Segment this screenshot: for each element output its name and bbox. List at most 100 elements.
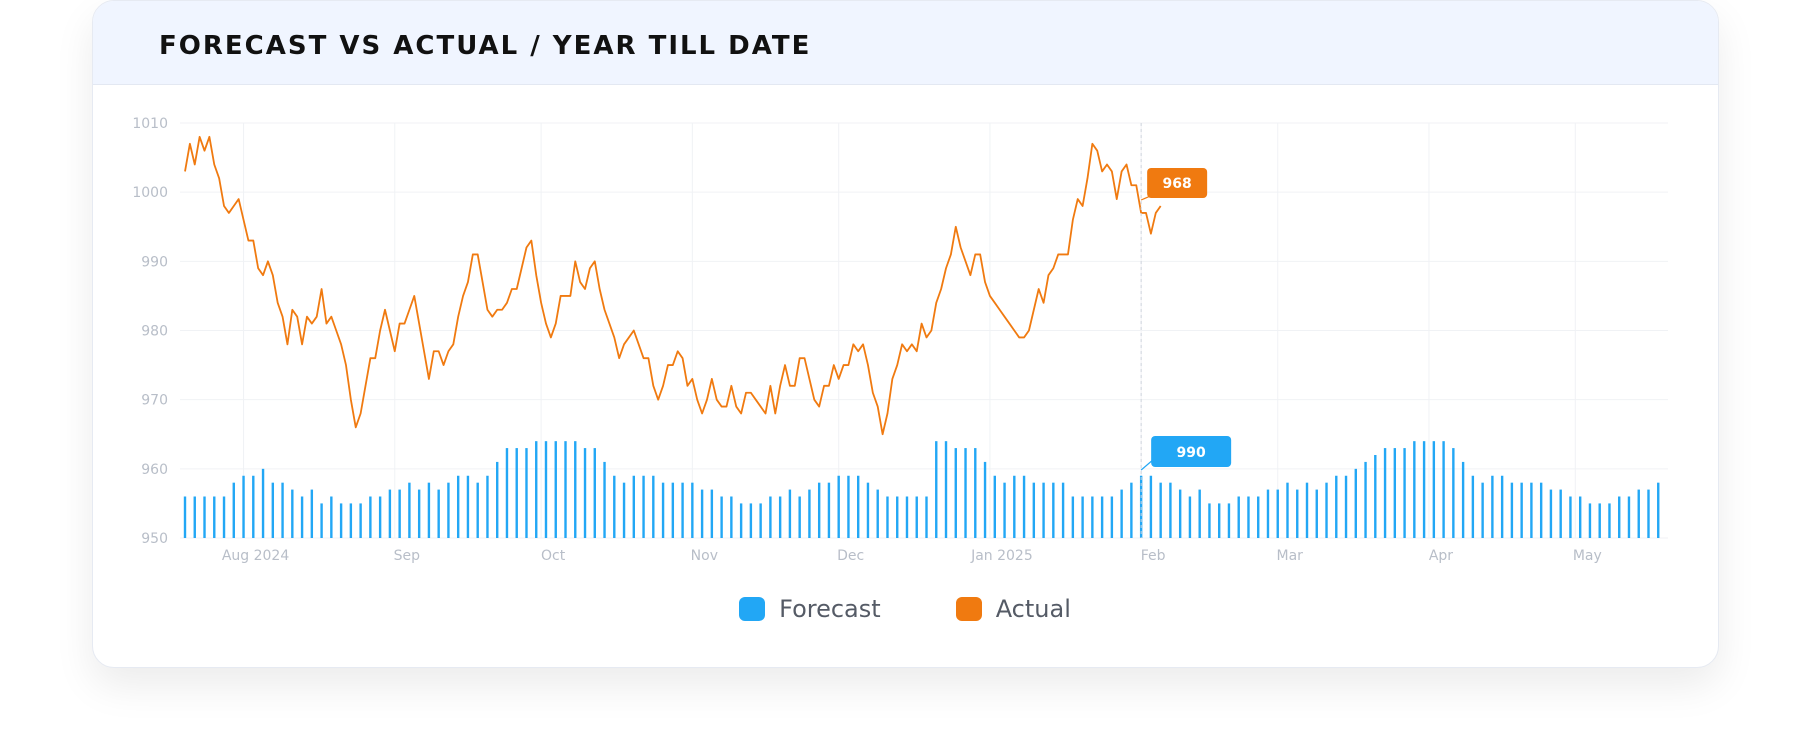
forecast-bar xyxy=(1247,496,1250,538)
forecast-bar xyxy=(925,496,928,538)
actual-swatch xyxy=(955,597,982,621)
forecast-bar xyxy=(1627,496,1631,538)
forecast-bar xyxy=(1159,482,1162,538)
forecast-bar xyxy=(700,489,704,538)
legend-label-actual: Actual xyxy=(995,595,1071,623)
x-tick-label: May xyxy=(1573,548,1602,564)
forecast-bar xyxy=(778,496,782,538)
actual-line xyxy=(184,135,1162,436)
forecast-bar xyxy=(213,496,216,538)
forecast-bar xyxy=(593,448,596,538)
forecast-bar xyxy=(603,461,606,538)
y-tick-label: 960 xyxy=(141,462,168,478)
forecast-bar xyxy=(935,441,938,538)
chart-card: FORECAST VS ACTUAL / YEAR TILL DATE xyxy=(92,0,1719,668)
x-tick-label: Mar xyxy=(1277,548,1304,564)
legend-item-forecast[interactable]: Forecast xyxy=(739,595,881,623)
forecast-bar xyxy=(1403,448,1406,538)
forecast-bar xyxy=(1178,489,1182,538)
axis-labels: 950 960 970 980 990 1000 1010 Aug 2024 Sep Oct Nov… xyxy=(132,116,1601,564)
forecast-bar xyxy=(1657,482,1660,538)
forecast-bar xyxy=(408,482,411,538)
forecast-bar xyxy=(291,489,294,538)
forecast-bar xyxy=(613,475,616,538)
forecast-bar xyxy=(1598,503,1601,538)
forecast-bar xyxy=(574,441,577,538)
forecast-bar xyxy=(632,475,636,538)
forecast-bar xyxy=(1042,482,1045,538)
forecast-bar xyxy=(535,441,538,538)
y-tick-label: 980 xyxy=(141,324,168,340)
forecast-bar xyxy=(1520,482,1523,538)
forecast-bar xyxy=(300,496,304,538)
forecast-bar xyxy=(583,448,587,538)
forecast-bar xyxy=(1413,441,1416,538)
forecast-bar xyxy=(1286,482,1289,538)
y-tick-label: 970 xyxy=(141,393,168,409)
forecast-bar xyxy=(739,503,743,538)
forecast-bar xyxy=(837,475,840,538)
actual-tooltip-label: 968 xyxy=(1163,176,1192,192)
forecast-bar xyxy=(554,441,557,538)
forecast-bar xyxy=(398,489,401,538)
forecast-bar xyxy=(1608,503,1611,538)
forecast-bar xyxy=(642,475,645,538)
forecast-bar xyxy=(857,475,860,538)
forecast-bar xyxy=(1149,475,1153,538)
forecast-bar xyxy=(456,475,460,538)
forecast-bar xyxy=(203,496,206,538)
forecast-bar xyxy=(1364,461,1367,538)
x-tick-label: Jan 2025 xyxy=(970,548,1033,564)
forecast-bar xyxy=(876,489,879,538)
annotations: 968 990 xyxy=(1140,123,1232,538)
forecast-bar xyxy=(1335,475,1338,538)
legend-item-actual[interactable]: Actual xyxy=(955,595,1071,623)
forecast-bar xyxy=(652,475,655,538)
forecast-bar xyxy=(944,441,948,538)
forecast-bar xyxy=(261,468,265,538)
forecast-bar xyxy=(242,475,245,538)
forecast-bar xyxy=(730,496,733,538)
forecast-bar xyxy=(1578,496,1582,538)
x-tick-label: Apr xyxy=(1429,548,1453,564)
forecast-bar xyxy=(1383,448,1387,538)
forecast-bar xyxy=(183,496,187,538)
forecast-bar xyxy=(310,489,314,538)
forecast-bar xyxy=(788,489,792,538)
forecast-bar xyxy=(1500,475,1504,538)
forecast-bar xyxy=(281,482,284,538)
forecast-bar xyxy=(564,441,567,538)
forecast-bar xyxy=(759,503,762,538)
forecast-bar xyxy=(417,489,421,538)
forecast-bar xyxy=(466,475,470,538)
forecast-bar xyxy=(866,482,870,538)
forecast-bar xyxy=(525,448,528,538)
forecast-bar xyxy=(905,496,909,538)
forecast-bar xyxy=(1354,468,1357,538)
forecast-bar xyxy=(1471,475,1475,538)
forecast-bar xyxy=(954,448,957,538)
forecast-bars xyxy=(183,441,1660,538)
forecast-bar xyxy=(1374,455,1377,538)
forecast-bar xyxy=(993,475,996,538)
forecast-bar xyxy=(232,482,235,538)
forecast-bar xyxy=(1013,475,1016,538)
forecast-bar xyxy=(427,482,431,538)
forecast-bar xyxy=(1393,448,1397,538)
forecast-bar xyxy=(720,496,723,538)
forecast-bar xyxy=(544,441,548,538)
forecast-bar xyxy=(271,482,275,538)
forecast-bar xyxy=(798,496,801,538)
forecast-bar xyxy=(671,482,675,538)
forecast-bar xyxy=(1169,482,1172,538)
forecast-bar xyxy=(1539,482,1543,538)
forecast-bar xyxy=(1120,489,1123,538)
forecast-bar xyxy=(1461,461,1465,538)
forecast-bar xyxy=(710,489,714,538)
forecast-bar xyxy=(915,496,918,538)
forecast-bar xyxy=(691,482,694,538)
forecast-bar xyxy=(1491,475,1494,538)
forecast-bar xyxy=(1100,496,1104,538)
forecast-bar xyxy=(252,475,255,538)
